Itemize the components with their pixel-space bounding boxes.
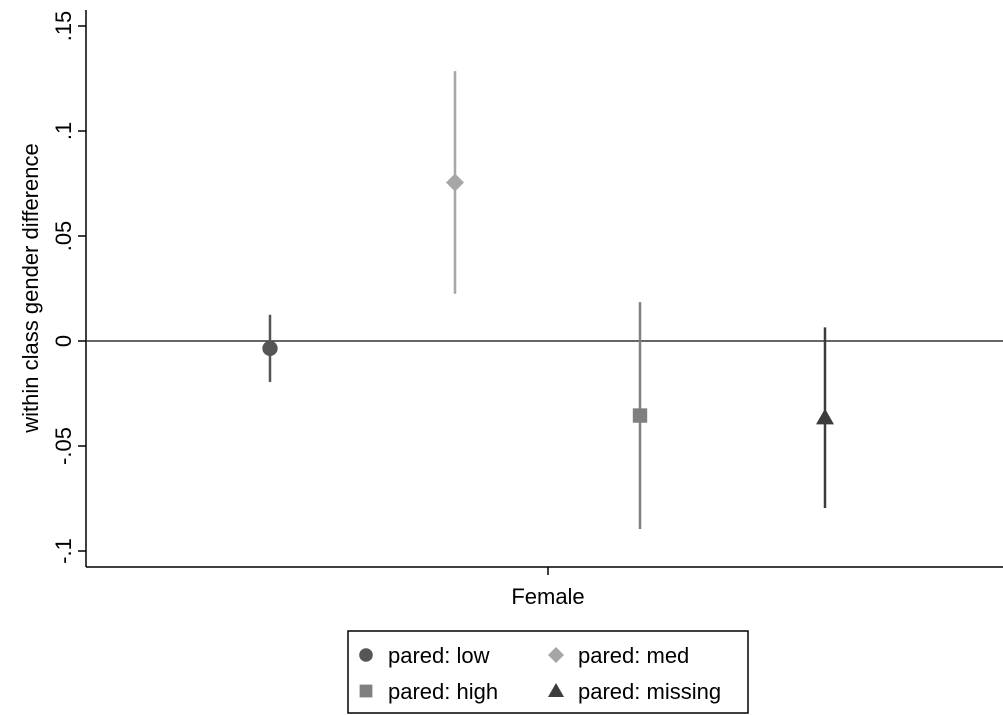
legend-marker-pared-high — [359, 684, 373, 698]
y-tick-label: -.1 — [51, 538, 76, 564]
y-tick-label: .15 — [51, 11, 76, 42]
legend-label-pared-low: pared: low — [388, 643, 490, 668]
point-pared-low — [262, 340, 278, 356]
plot-background — [86, 10, 1003, 567]
legend-label-pared-missing: pared: missing — [578, 679, 721, 704]
x-axis-title: Female — [511, 584, 584, 609]
point-pared-missing — [816, 408, 834, 425]
data-marks — [86, 71, 1003, 529]
legend: pared: low pared: med pared: high pared: mi… — [347, 630, 749, 714]
legend-marker-pared-missing — [548, 683, 564, 697]
y-tick-label: 0 — [51, 335, 76, 347]
y-tick-label: .05 — [51, 221, 76, 252]
legend-label-pared-med: pared: med — [578, 643, 689, 668]
plot-area — [86, 10, 1003, 567]
y-axis: -.1 -.05 0 .05 .1 .15 — [51, 10, 87, 567]
y-tick-label: .1 — [51, 122, 76, 140]
y-axis-title: within class gender difference — [18, 143, 43, 433]
legend-box — [347, 630, 749, 714]
legend-marker-pared-med — [548, 647, 564, 663]
legend-marker-pared-low — [359, 648, 373, 662]
legend-label-pared-high: pared: high — [388, 679, 498, 704]
point-pared-med — [446, 173, 464, 192]
point-pared-high — [632, 408, 648, 423]
x-axis — [86, 566, 1003, 575]
y-tick-label: -.05 — [51, 427, 76, 465]
